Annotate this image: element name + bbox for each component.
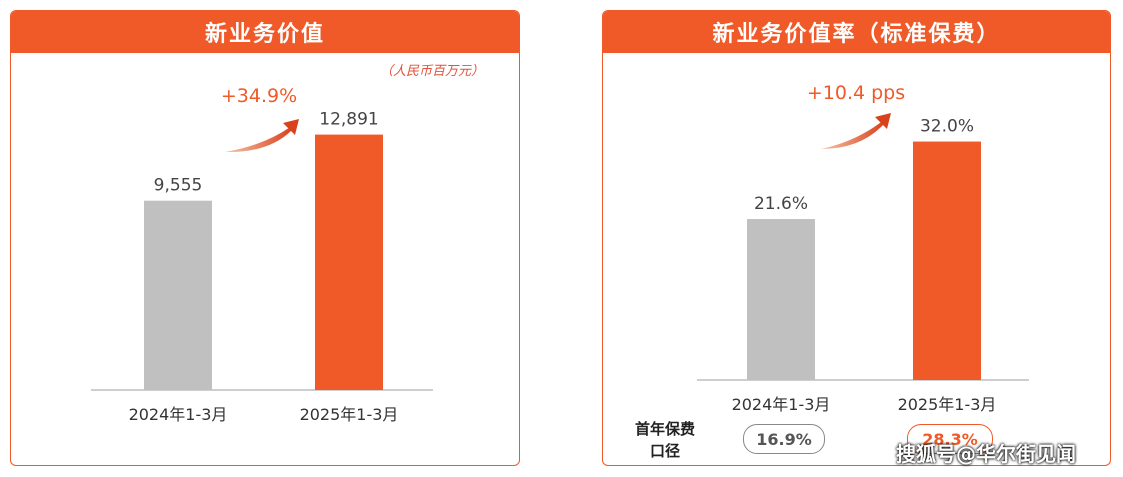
chart-title: 新业务价值率（标准保费）	[603, 11, 1110, 53]
watermark: 搜狐号@华尔街见闻	[896, 442, 1076, 466]
category-label: 2024年1-3月	[732, 395, 831, 414]
first-year-value-2024: 16.9%	[743, 424, 825, 454]
unit-note: （人民币百万元）	[380, 64, 485, 79]
chart-title: 新业务价值	[11, 11, 519, 53]
data-label: 12,891	[319, 110, 378, 130]
growth-arrow-head	[283, 119, 299, 135]
growth-arrow	[225, 125, 293, 153]
first-year-value-2025: 28.3%	[907, 424, 993, 454]
category-label: 2025年1-3月	[300, 405, 399, 424]
new-business-value-panel: 新业务价值 9,555 2024年1-3月 12,891 2025年1-3月 +34.9…	[10, 10, 520, 466]
bar	[913, 141, 981, 380]
growth-arrow	[821, 119, 885, 149]
data-label: 9,555	[154, 176, 203, 196]
growth-label: +34.9%	[221, 85, 297, 107]
new-business-value-margin-chart: 21.6% 2024年1-3月 32.0% 2025年1-3月 +10.4 pps	[697, 82, 1029, 414]
category-label: 2025年1-3月	[898, 395, 997, 414]
data-label: 32.0%	[920, 117, 974, 137]
bar	[144, 200, 212, 390]
new-business-value-chart: 9,555 2024年1-3月 12,891 2025年1-3月 +34.9%	[91, 85, 433, 424]
new-business-value-margin-panel: 新业务价值率（标准保费） 21.6% 2024年1-3月 32.0% 2025年1-3…	[602, 10, 1111, 466]
bar	[315, 134, 383, 390]
category-label: 2024年1-3月	[129, 405, 228, 424]
growth-label: +10.4 pps	[807, 82, 905, 104]
growth-arrow-head	[875, 113, 891, 129]
data-label: 21.6%	[754, 194, 808, 214]
first-year-premium-label: 首年保费 口径	[634, 420, 695, 460]
bar	[747, 219, 815, 380]
